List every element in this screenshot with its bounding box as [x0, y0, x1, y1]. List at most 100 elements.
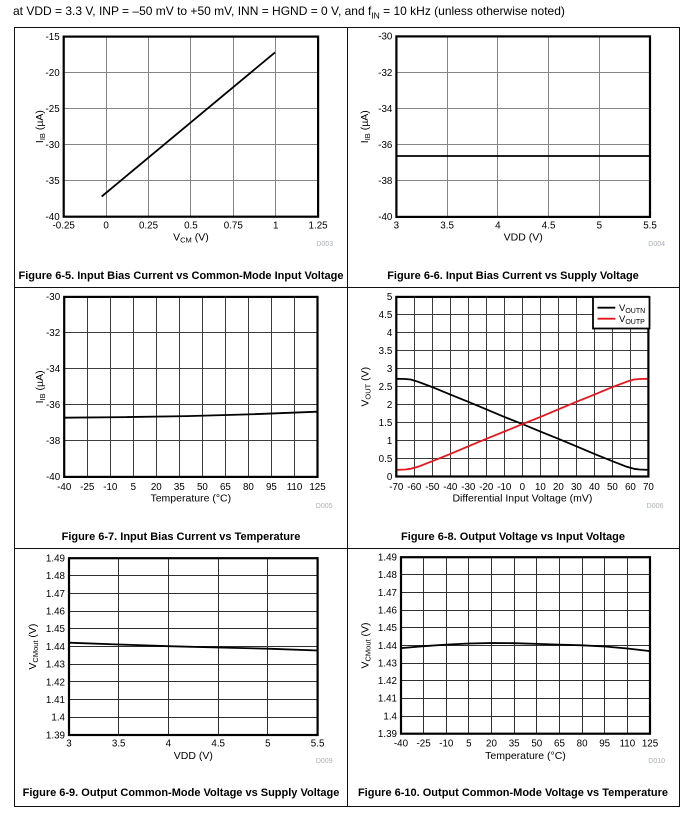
svg-text:-40: -40 [46, 472, 61, 483]
svg-text:Temperature (°C): Temperature (°C) [485, 750, 566, 762]
svg-text:D005: D005 [316, 503, 333, 510]
svg-text:65: 65 [220, 482, 231, 493]
svg-text:5: 5 [265, 738, 271, 749]
svg-text:1.41: 1.41 [378, 694, 397, 705]
svg-text:10: 10 [535, 482, 546, 493]
svg-text:D003: D003 [316, 241, 333, 248]
svg-text:65: 65 [554, 738, 565, 749]
svg-text:40: 40 [589, 482, 600, 493]
svg-text:0.25: 0.25 [139, 221, 159, 232]
svg-text:95: 95 [599, 738, 610, 749]
svg-text:-20: -20 [46, 68, 61, 79]
svg-text:-40: -40 [378, 212, 393, 223]
svg-text:35: 35 [509, 738, 520, 749]
svg-text:1.42: 1.42 [46, 677, 65, 688]
svg-text:5.5: 5.5 [311, 738, 325, 749]
svg-text:D010: D010 [648, 758, 665, 765]
svg-text:-30: -30 [46, 140, 61, 151]
svg-text:5: 5 [597, 221, 603, 232]
svg-text:60: 60 [625, 482, 636, 493]
svg-text:125: 125 [642, 738, 659, 749]
svg-text:-20: -20 [479, 482, 494, 493]
svg-text:-60: -60 [407, 482, 422, 493]
svg-text:IIB (µA): IIB (µA) [34, 110, 47, 143]
svg-text:1: 1 [387, 436, 392, 447]
svg-text:Differential Input Voltage (mV: Differential Input Voltage (mV) [452, 493, 592, 505]
svg-text:-34: -34 [378, 104, 393, 115]
svg-text:5: 5 [466, 738, 472, 749]
svg-text:-38: -38 [46, 436, 61, 447]
svg-text:110: 110 [620, 738, 636, 749]
svg-text:5: 5 [387, 292, 393, 303]
svg-text:-34: -34 [46, 364, 61, 375]
svg-text:-10: -10 [439, 738, 454, 749]
svg-text:3: 3 [66, 738, 72, 749]
svg-text:3.5: 3.5 [440, 221, 454, 232]
svg-text:1.41: 1.41 [46, 695, 65, 706]
svg-text:VDD (V): VDD (V) [174, 750, 213, 762]
svg-text:4: 4 [166, 738, 172, 749]
svg-text:-36: -36 [46, 400, 61, 411]
svg-text:1.49: 1.49 [378, 553, 397, 564]
svg-text:0.5: 0.5 [184, 221, 198, 232]
svg-text:1.48: 1.48 [378, 570, 398, 581]
svg-text:1.44: 1.44 [46, 642, 66, 653]
svg-text:-25: -25 [46, 104, 61, 115]
svg-text:0: 0 [103, 221, 109, 232]
svg-text:1.43: 1.43 [46, 660, 66, 671]
svg-text:1.46: 1.46 [378, 606, 398, 617]
svg-text:D006: D006 [647, 503, 664, 510]
svg-text:VDD (V): VDD (V) [504, 231, 543, 243]
svg-text:1.43: 1.43 [378, 658, 398, 669]
svg-text:30: 30 [571, 482, 582, 493]
svg-text:1.44: 1.44 [378, 641, 398, 652]
svg-text:1.49: 1.49 [46, 554, 65, 565]
svg-text:3: 3 [394, 221, 400, 232]
svg-text:-70: -70 [389, 482, 404, 493]
svg-text:20: 20 [486, 738, 497, 749]
svg-text:-40: -40 [46, 212, 61, 223]
svg-text:4: 4 [387, 328, 393, 339]
svg-text:3: 3 [387, 364, 393, 375]
svg-text:2.5: 2.5 [379, 382, 393, 393]
svg-text:IIB (µA): IIB (µA) [34, 370, 47, 403]
svg-text:-36: -36 [378, 140, 393, 151]
svg-text:-32: -32 [378, 68, 392, 79]
svg-text:1.39: 1.39 [46, 730, 65, 741]
svg-text:1.25: 1.25 [309, 221, 329, 232]
svg-text:5.5: 5.5 [643, 221, 657, 232]
svg-text:-40: -40 [57, 482, 72, 493]
svg-text:1.4: 1.4 [51, 713, 65, 724]
svg-text:-10: -10 [497, 482, 512, 493]
svg-text:-10: -10 [103, 482, 118, 493]
svg-text:1.5: 1.5 [379, 418, 393, 429]
svg-text:35: 35 [174, 482, 185, 493]
svg-text:4.5: 4.5 [542, 221, 556, 232]
svg-text:D004: D004 [648, 241, 665, 248]
svg-text:1.48: 1.48 [46, 571, 66, 582]
svg-text:-15: -15 [46, 32, 61, 43]
svg-text:2: 2 [387, 400, 392, 411]
svg-text:50: 50 [531, 738, 542, 749]
svg-text:1.4: 1.4 [383, 711, 397, 722]
svg-text:VCMout (V): VCMout (V) [27, 624, 40, 670]
svg-text:0.75: 0.75 [224, 221, 244, 232]
svg-text:D009: D009 [316, 758, 333, 765]
svg-text:VCM (V): VCM (V) [173, 231, 209, 244]
svg-text:80: 80 [577, 738, 588, 749]
svg-text:IIB (µA): IIB (µA) [359, 110, 372, 143]
svg-text:1.46: 1.46 [46, 607, 66, 618]
svg-text:5: 5 [131, 482, 137, 493]
svg-text:1.47: 1.47 [46, 589, 65, 600]
svg-text:-30: -30 [46, 292, 61, 303]
svg-text:1.42: 1.42 [378, 676, 397, 687]
svg-text:4: 4 [495, 221, 501, 232]
svg-text:-38: -38 [378, 176, 393, 187]
svg-text:-50: -50 [425, 482, 440, 493]
svg-text:-0.25: -0.25 [53, 221, 76, 232]
svg-text:95: 95 [266, 482, 277, 493]
svg-text:3.5: 3.5 [379, 346, 393, 357]
svg-text:0: 0 [387, 472, 393, 483]
svg-text:3.5: 3.5 [112, 738, 126, 749]
svg-text:0: 0 [520, 482, 526, 493]
